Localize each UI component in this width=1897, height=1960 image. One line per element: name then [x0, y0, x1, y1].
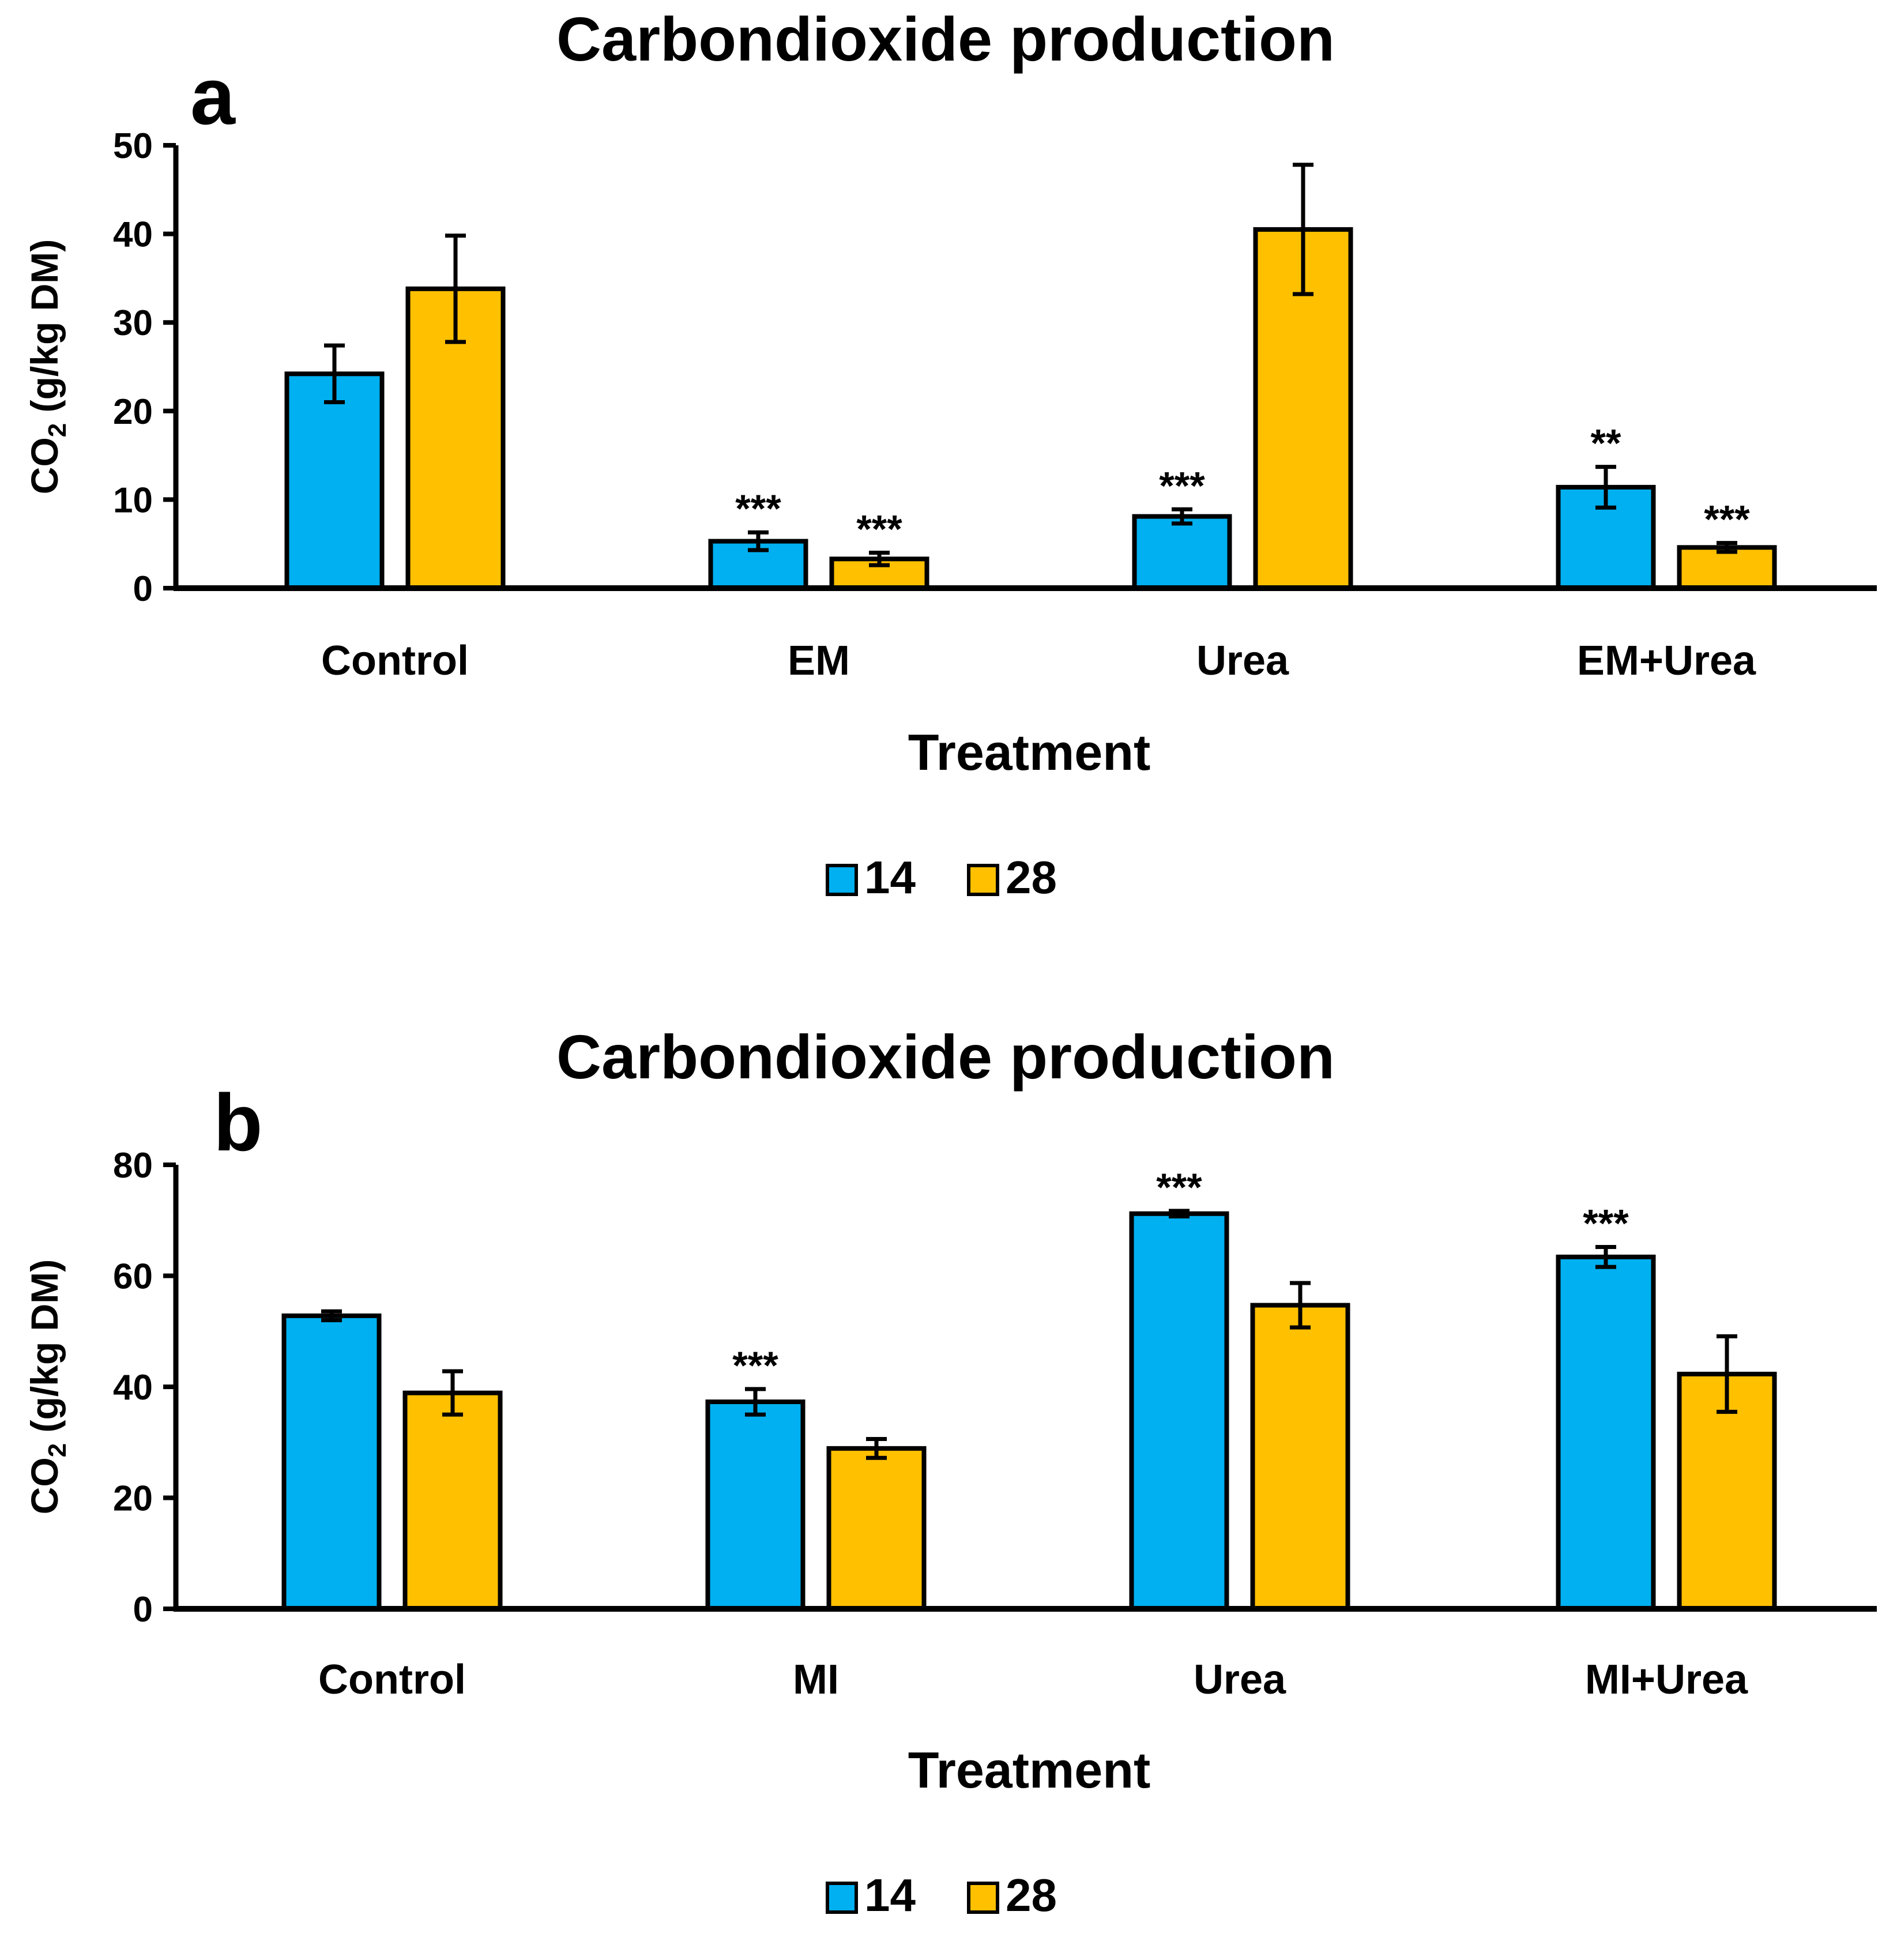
- legend-swatch-14: [826, 1882, 858, 1914]
- significance-mark: ***: [856, 507, 902, 551]
- panel-label: b: [213, 1077, 263, 1168]
- legend: 14 28: [826, 852, 1057, 903]
- x-tick-label: EM+Urea: [1577, 638, 1756, 684]
- y-tick-label: 10: [113, 480, 153, 520]
- bar-14-MI+Urea: [1556, 1254, 1656, 1611]
- x-tick-label: Urea: [1196, 638, 1289, 684]
- significance-mark: ***: [732, 1344, 778, 1387]
- legend-swatch-14: [826, 864, 858, 896]
- bar-14-Control: [281, 1313, 382, 1612]
- significance-mark: ***: [1159, 464, 1205, 507]
- y-tick-label: 20: [113, 1479, 153, 1519]
- y-tick-label: 50: [113, 126, 153, 166]
- legend-swatch-28: [967, 1882, 999, 1914]
- bar-28-MI: [826, 1446, 927, 1611]
- x-tick-label: MI+Urea: [1585, 1657, 1748, 1703]
- significance-mark: ***: [1156, 1165, 1202, 1209]
- bar-28-Urea: [1250, 1303, 1350, 1611]
- chart-title: Carbondioxide production: [556, 1022, 1335, 1092]
- y-tick-label: 40: [113, 215, 153, 255]
- significance-mark: ***: [1704, 498, 1750, 541]
- legend-label-14: 14: [864, 852, 916, 903]
- bar-28-EM+Urea: [1677, 545, 1777, 590]
- significance-mark: ***: [1583, 1201, 1629, 1245]
- y-tick-label: 80: [113, 1146, 153, 1186]
- y-tick-label: 20: [113, 392, 153, 432]
- y-tick-label: 40: [113, 1368, 153, 1408]
- panel-label: a: [190, 51, 236, 141]
- y-tick-label: 60: [113, 1257, 153, 1297]
- legend-label-14: 14: [864, 1869, 916, 1921]
- legend-label-28: 28: [1006, 852, 1057, 903]
- y-axis-label: CO2 (g/kg DM): [23, 239, 71, 494]
- bar-14-Urea: [1132, 514, 1232, 590]
- bar-14-MI: [705, 1399, 806, 1612]
- y-tick-label: 0: [133, 1590, 153, 1630]
- bar-14-Urea: [1129, 1211, 1229, 1611]
- chart-panel-a: Carbondioxide production a 0 10 20 30 40 50 CO2 …: [23, 4, 1877, 903]
- x-axis-label: Treatment: [908, 724, 1151, 781]
- chart-title: Carbondioxide production: [556, 4, 1335, 74]
- x-tick-label: Control: [321, 638, 469, 684]
- legend-swatch-28: [967, 864, 999, 896]
- y-tick-label: 0: [133, 569, 153, 609]
- significance-mark: **: [1591, 422, 1621, 465]
- legend: 14 28: [826, 1869, 1057, 1921]
- bar-28-Control: [402, 1390, 503, 1611]
- x-tick-label: Control: [318, 1657, 466, 1703]
- significance-mark: ***: [735, 487, 781, 531]
- legend-label-28: 28: [1006, 1869, 1057, 1921]
- chart-panel-b: Carbondioxide production b 0 20 40 60 80 CO2 (g…: [23, 1022, 1877, 1921]
- x-tick-label: EM: [788, 638, 850, 684]
- x-tick-label: Urea: [1194, 1657, 1286, 1703]
- y-axis-label: CO2 (g/kg DM): [23, 1259, 71, 1514]
- y-tick-label: 30: [113, 303, 153, 343]
- bar-14-Control: [284, 371, 385, 591]
- x-axis-label: Treatment: [908, 1741, 1151, 1799]
- x-tick-label: MI: [793, 1657, 839, 1703]
